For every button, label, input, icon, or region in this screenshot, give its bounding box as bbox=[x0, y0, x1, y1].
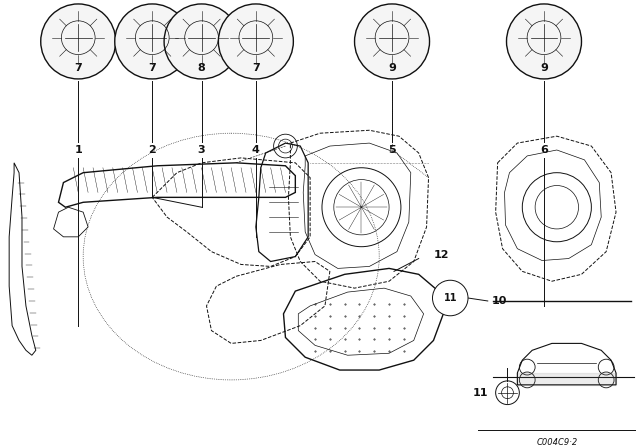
Text: 2: 2 bbox=[148, 145, 156, 155]
Circle shape bbox=[218, 4, 293, 79]
Text: 9: 9 bbox=[540, 64, 548, 73]
Text: 7: 7 bbox=[148, 64, 156, 73]
Text: 9: 9 bbox=[388, 64, 396, 73]
Text: 8: 8 bbox=[198, 64, 205, 73]
Circle shape bbox=[433, 280, 468, 316]
Text: 3: 3 bbox=[198, 145, 205, 155]
Text: 6: 6 bbox=[540, 145, 548, 155]
Text: 10: 10 bbox=[492, 296, 507, 306]
Text: C004C9·2: C004C9·2 bbox=[536, 438, 577, 447]
Circle shape bbox=[115, 4, 189, 79]
Text: 12: 12 bbox=[433, 250, 449, 259]
Text: 5: 5 bbox=[388, 145, 396, 155]
Text: 11: 11 bbox=[444, 293, 457, 303]
Circle shape bbox=[355, 4, 429, 79]
Circle shape bbox=[506, 4, 582, 79]
Text: 1: 1 bbox=[74, 145, 82, 155]
Text: 7: 7 bbox=[252, 64, 260, 73]
Text: 7: 7 bbox=[74, 64, 82, 73]
Circle shape bbox=[164, 4, 239, 79]
Text: 11: 11 bbox=[472, 388, 488, 398]
Text: 4: 4 bbox=[252, 145, 260, 155]
Circle shape bbox=[41, 4, 116, 79]
